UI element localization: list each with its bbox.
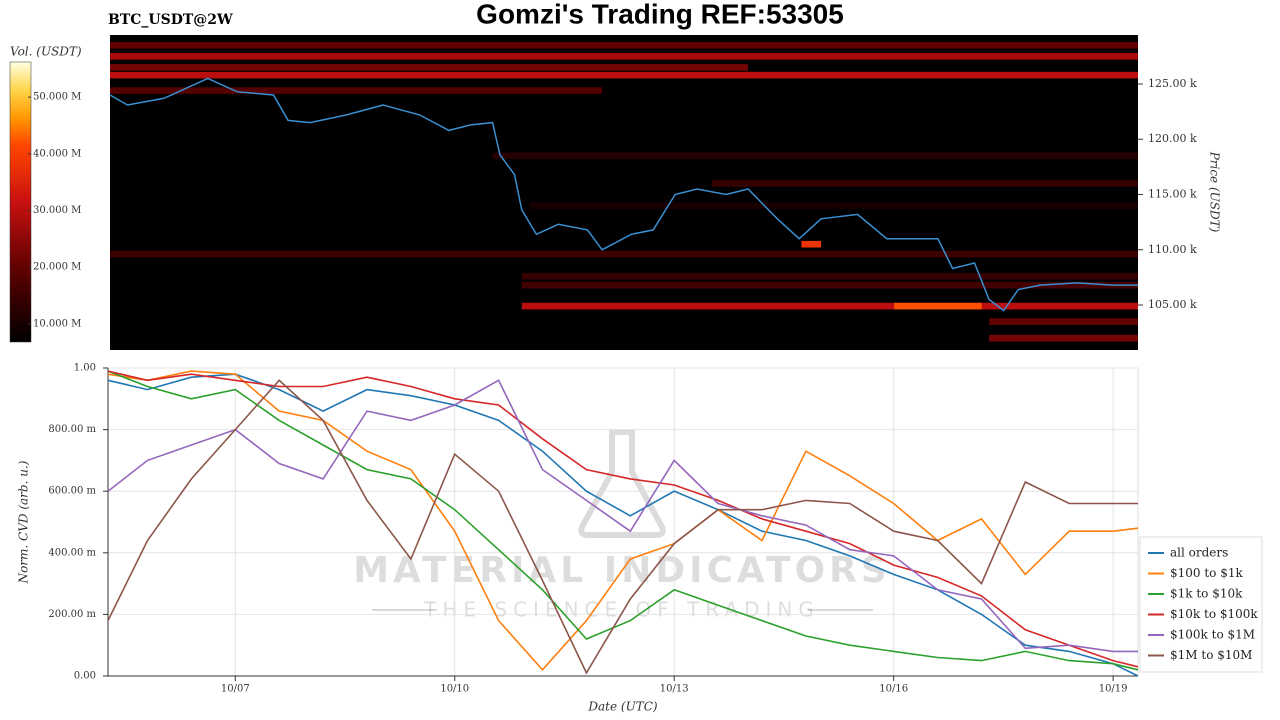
x-tick-label: 10/19 [1099,684,1128,695]
legend-box [1139,536,1263,673]
order-level [110,250,1138,258]
order-level [801,240,822,248]
order-level [521,281,1138,289]
legend-label: $1k to $10k [1170,587,1243,601]
order-level [110,87,603,94]
plot-bg [107,367,1139,677]
x-tick-label: 10/07 [221,684,250,695]
y-tick-label: 1.00 [74,363,96,374]
colorbar [9,61,32,343]
order-level [110,53,1138,60]
y-axis-label: Price (USDT) [1208,151,1222,233]
y-tick-label: 0.00 [74,671,96,682]
order-level [110,64,749,71]
legend-label: all orders [1170,546,1228,560]
y-tick-label: 115.00 k [1148,187,1197,200]
y-tick-label: 800.00 m [48,424,96,435]
series-line [107,370,1139,668]
x-tick-label: 10/16 [879,684,908,695]
heatmap-bg [110,35,1138,350]
y-axis-label: Norm. CVD (arb. u.) [17,460,31,584]
order-level [529,202,1138,209]
order-level [110,71,1138,79]
colorbar-tick-label: 20.000 M [33,262,81,273]
chart-title: Gomzi's Trading REF:53305 [476,0,844,29]
legend-label: $100k to $1M [1170,628,1255,642]
y-tick-label: 120.00 k [1148,132,1197,145]
x-tick-label: 10/10 [440,684,469,695]
colorbar-tick-label: 50.000 M [33,92,81,103]
y-tick-label: 400.00 m [48,547,96,558]
order-level [989,318,1138,325]
x-tick-label: 10/13 [660,684,689,695]
order-level [894,302,982,310]
order-level [711,180,1138,187]
y-tick-label: 125.00 k [1148,77,1197,90]
series-line [107,370,1139,671]
order-level [492,152,1138,160]
legend-label: $10k to $100k [1170,607,1258,621]
series-line [107,373,1139,677]
y-tick-label: 110.00 k [1148,243,1197,256]
order-level [110,41,1138,49]
series-line [107,379,1138,653]
symbol-label: BTC_USDT@2W [108,12,233,28]
colorbar-tick-label: 40.000 M [33,148,81,159]
order-level [989,334,1138,342]
series-line [107,370,1139,672]
watermark-title: MATERIAL INDICATORS [353,550,891,591]
legend-label: $1M to $10M [1170,648,1252,662]
legend-label: $100 to $1k [1170,566,1243,580]
x-axis-label: Date (UTC) [587,700,657,714]
watermark [372,429,873,611]
colorbar-tick-label: 30.000 M [33,205,81,216]
y-tick-label: 105.00 k [1148,298,1197,311]
watermark-subtitle: THE SCIENCE OF TRADING [423,598,820,622]
colorbar-tick-label: 10.000 M [33,318,81,329]
series-line [107,379,1138,675]
y-tick-label: 600.00 m [48,486,96,497]
flask-icon [578,429,666,538]
price-line [109,77,1138,312]
colorbar-label: Vol. (USDT) [10,45,82,59]
order-level [521,302,1138,310]
y-tick-label: 200.00 m [48,609,96,620]
order-level [521,272,1138,280]
